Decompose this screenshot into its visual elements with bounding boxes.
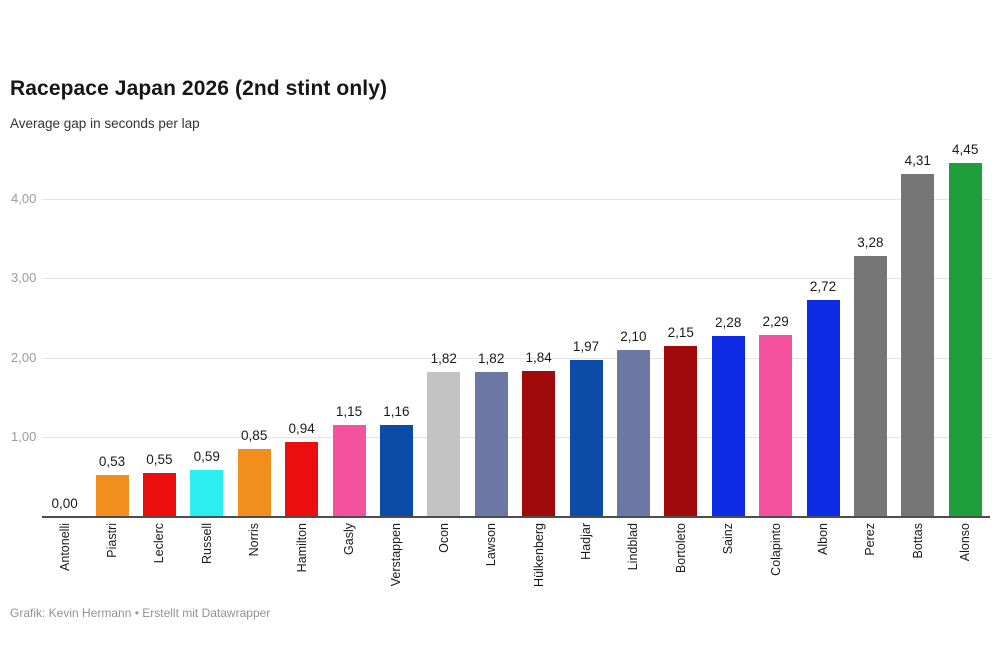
y-tick-label: 2,00 <box>11 349 37 365</box>
value-label: 1,82 <box>478 351 505 367</box>
x-tick-label: Hadjar <box>579 523 593 560</box>
bar <box>285 442 319 517</box>
x-tick-label: Albon <box>816 523 830 555</box>
bar <box>853 255 887 517</box>
value-label: 0,85 <box>241 428 268 444</box>
gridline <box>42 357 990 359</box>
bar <box>711 335 745 517</box>
bar <box>522 370 556 517</box>
value-label: 2,29 <box>762 313 789 329</box>
x-tick-label: Lindblad <box>626 523 641 571</box>
x-tick-label: Sainz <box>721 523 736 555</box>
bar <box>190 470 224 517</box>
value-label: 3,28 <box>857 234 884 250</box>
x-tick-label: Colapinto <box>768 523 783 576</box>
x-tick-label: Alonso <box>958 523 973 562</box>
bar <box>664 345 698 517</box>
y-tick-label: 1,00 <box>11 429 37 445</box>
x-axis-line <box>42 516 990 518</box>
value-label: 2,10 <box>620 328 647 344</box>
x-tick-label: Leclerc <box>152 523 167 564</box>
value-label: 2,28 <box>715 314 742 330</box>
value-label: 4,31 <box>904 152 931 168</box>
bar <box>427 372 461 517</box>
x-tick-label: Hamilton <box>294 523 309 573</box>
x-tick-label: Antonelli <box>57 523 72 571</box>
value-label: 0,55 <box>146 452 173 468</box>
x-tick-label: Gasly <box>342 523 356 555</box>
value-label: 1,15 <box>335 404 363 420</box>
bar <box>806 300 840 517</box>
value-label: 0,59 <box>193 449 220 465</box>
bar <box>142 473 176 517</box>
bar <box>948 162 982 517</box>
bar <box>332 425 366 517</box>
bar <box>474 372 508 517</box>
value-label: 1,97 <box>572 339 600 355</box>
x-tick-label: Verstappen <box>389 523 404 587</box>
bar <box>237 449 271 517</box>
x-tick-label: Bortoleto <box>673 523 688 574</box>
x-tick-label: Russell <box>199 523 214 564</box>
value-label: 2,15 <box>667 324 694 340</box>
y-tick-label: 3,00 <box>11 270 37 286</box>
chart-title: Racepace Japan 2026 (2nd stint only) <box>10 77 388 100</box>
value-label: 0,00 <box>51 496 78 511</box>
value-label: 1,16 <box>383 403 410 419</box>
value-label: 1,84 <box>525 349 552 365</box>
x-tick-label: Ocon <box>436 523 451 553</box>
x-tick-label: Bottas <box>910 523 925 559</box>
bar <box>379 424 413 517</box>
x-tick-label: Piastri <box>105 523 119 558</box>
x-tick-label: Lawson <box>484 523 499 567</box>
x-tick-label: Hülkenberg <box>531 523 546 587</box>
value-label: 1,82 <box>430 351 457 367</box>
bar <box>569 360 603 517</box>
gridline <box>42 198 990 200</box>
value-label: 4,45 <box>952 141 979 157</box>
bar <box>95 474 129 517</box>
footer-credit: Grafik: Kevin Hermann • Erstellt mit Dat… <box>10 606 271 620</box>
value-label: 0,53 <box>98 453 126 469</box>
gridline <box>42 437 990 439</box>
bar <box>901 173 935 517</box>
x-tick-label: Perez <box>863 523 878 556</box>
bar <box>759 334 793 517</box>
value-label: 0,94 <box>288 421 315 437</box>
y-tick-label: 4,00 <box>11 190 37 206</box>
gridline <box>42 278 990 280</box>
bar <box>616 349 650 517</box>
chart-subtitle: Average gap in seconds per lap <box>10 116 200 131</box>
x-tick-label: Norris <box>247 523 262 557</box>
value-label: 2,72 <box>809 279 837 295</box>
